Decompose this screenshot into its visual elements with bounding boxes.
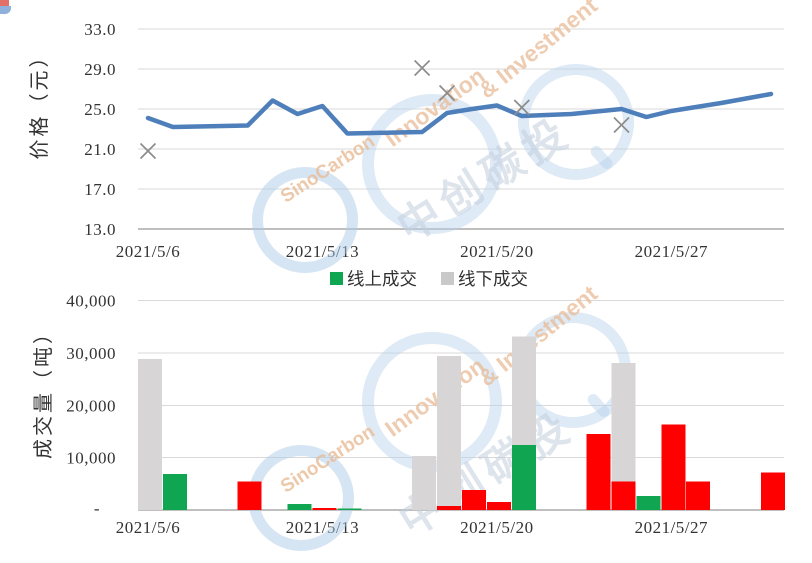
svg-text:25.0: 25.0 xyxy=(84,100,116,119)
bar-2021-5-27-red xyxy=(661,424,686,510)
svg-text:2021/5/13: 2021/5/13 xyxy=(286,518,359,537)
svg-text:2021/5/27: 2021/5/27 xyxy=(635,518,708,537)
legend-swatch-offline-icon xyxy=(441,272,454,285)
bar-2021-5-26-green xyxy=(636,495,661,510)
legend-label-online: 线上成交 xyxy=(347,269,417,289)
svg-text:30,000: 30,000 xyxy=(66,344,116,363)
bar-2021-5-19-red xyxy=(462,490,486,510)
bar-2021-5-24-red xyxy=(586,434,611,510)
legend-label-offline: 线下成交 xyxy=(458,269,528,289)
bar-2021-5-6-gray xyxy=(138,359,162,510)
volume-legend: 线上成交 线下成交 xyxy=(330,266,528,291)
svg-text:33.0: 33.0 xyxy=(84,20,116,39)
svg-text:成交量（吨）: 成交量（吨） xyxy=(32,321,55,459)
bar-2021-5-18-red xyxy=(437,505,461,510)
bar-2021-5-10-red xyxy=(237,481,262,510)
bar-2021-5-7-green xyxy=(162,473,187,510)
svg-text:价格（元）: 价格（元） xyxy=(28,45,51,160)
corner-logo-fragment-icon xyxy=(0,0,11,14)
svg-text:2021/5/13: 2021/5/13 xyxy=(286,242,359,261)
bar-2021-5-14-green xyxy=(337,508,362,510)
svg-text:2021/5/20: 2021/5/20 xyxy=(460,242,533,261)
svg-text:2021/5/27: 2021/5/27 xyxy=(635,242,708,261)
svg-text:2021/5/20: 2021/5/20 xyxy=(460,518,533,537)
bar-2021-5-17-gray xyxy=(412,456,437,510)
svg-text:17.0: 17.0 xyxy=(84,180,116,199)
legend-item-online: 线上成交 xyxy=(330,266,417,291)
svg-text:40,000: 40,000 xyxy=(66,292,116,311)
svg-text:10,000: 10,000 xyxy=(66,449,116,468)
bar-2021-5-12-green xyxy=(287,504,312,510)
svg-text:2021/5/6: 2021/5/6 xyxy=(116,242,180,261)
bar-2021-5-18-gray xyxy=(437,356,461,510)
legend-swatch-online-icon xyxy=(330,272,343,285)
svg-text:13.0: 13.0 xyxy=(84,220,116,239)
price-x-markers xyxy=(139,59,630,160)
volume-bars xyxy=(138,336,785,510)
bar-2021-5-25-red xyxy=(611,481,636,510)
svg-text:-: - xyxy=(94,499,100,518)
bar-2021-5-21-green xyxy=(511,445,536,510)
svg-text:20,000: 20,000 xyxy=(66,396,116,415)
price-line xyxy=(145,91,774,136)
svg-text:2021/5/6: 2021/5/6 xyxy=(116,518,180,537)
legend-item-offline: 线下成交 xyxy=(441,266,528,291)
bar-2021-5-28-red xyxy=(686,481,711,510)
bar-2021-5-13-red xyxy=(312,507,337,510)
svg-text:21.0: 21.0 xyxy=(84,140,116,159)
svg-text:29.0: 29.0 xyxy=(84,60,116,79)
bar-2021-5-20-red xyxy=(486,502,511,510)
bar-2021-5-31-red xyxy=(761,472,785,510)
